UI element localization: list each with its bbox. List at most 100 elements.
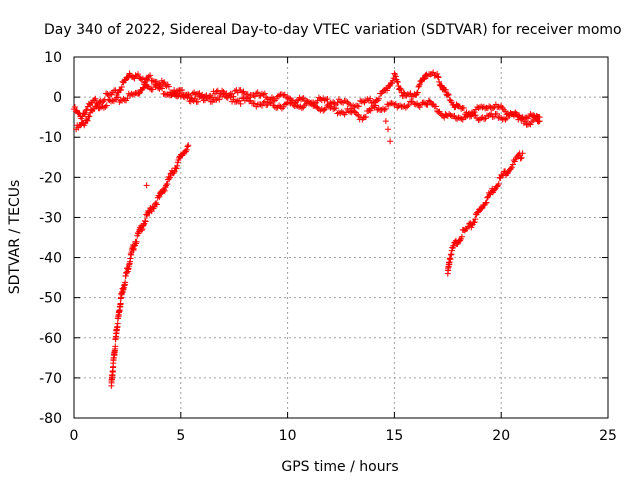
data-point	[518, 154, 525, 161]
data-point	[122, 77, 129, 84]
y-axis-label: SDTVAR / TECUs	[7, 180, 23, 295]
data-point	[334, 99, 341, 106]
data-point	[471, 219, 478, 226]
series-arc-1	[108, 142, 192, 389]
data-point	[268, 98, 275, 105]
data-point	[161, 187, 168, 194]
data-point	[436, 78, 443, 85]
data-point	[143, 212, 150, 219]
data-point	[404, 103, 411, 110]
data-point	[475, 105, 482, 112]
data-point	[102, 103, 109, 110]
data-point	[333, 105, 340, 112]
data-point	[161, 79, 168, 86]
data-point	[164, 181, 171, 188]
data-point	[442, 86, 449, 93]
data-point	[135, 71, 142, 78]
data-point	[391, 101, 398, 108]
y-tick-label: -20	[39, 170, 62, 186]
data-point	[466, 113, 473, 120]
data-point	[184, 91, 191, 98]
data-point	[183, 146, 190, 153]
y-tick-label: -70	[39, 371, 62, 387]
data-point	[138, 227, 145, 234]
data-point	[75, 110, 82, 117]
data-point	[179, 87, 186, 94]
data-point	[317, 95, 324, 102]
data-point	[405, 101, 412, 108]
data-point	[174, 162, 181, 169]
data-point	[434, 70, 441, 77]
data-point	[183, 91, 190, 98]
data-point	[482, 115, 489, 122]
data-point	[342, 109, 349, 116]
data-point	[251, 93, 258, 100]
data-point	[301, 102, 308, 109]
data-point	[71, 103, 78, 110]
y-tick-label: 10	[44, 50, 62, 66]
data-point	[124, 95, 131, 102]
data-point	[237, 100, 244, 107]
data-point	[362, 114, 369, 121]
data-point	[156, 193, 163, 200]
x-tick-label: 15	[385, 428, 403, 444]
data-point	[165, 83, 172, 90]
data-point	[432, 103, 439, 110]
data-point	[338, 108, 345, 115]
data-point	[382, 105, 389, 112]
data-point	[140, 85, 147, 92]
data-point	[297, 96, 304, 103]
data-point	[351, 108, 358, 115]
data-point	[261, 90, 268, 97]
data-point	[330, 99, 337, 106]
data-point	[254, 89, 261, 96]
data-point	[355, 103, 362, 110]
data-point	[447, 112, 454, 119]
data-point	[250, 91, 257, 98]
data-point	[231, 88, 238, 95]
data-point	[161, 90, 168, 97]
data-point	[354, 111, 361, 118]
data-point	[458, 105, 465, 112]
data-point	[536, 118, 543, 125]
data-point	[460, 105, 467, 112]
data-point	[139, 75, 146, 82]
data-point	[478, 205, 485, 212]
data-point	[400, 89, 407, 96]
data-point	[140, 84, 147, 91]
data-point	[294, 102, 301, 109]
chart-title: Day 340 of 2022, Sidereal Day-to-day VTE…	[44, 22, 622, 38]
y-tick-label: 0	[53, 90, 62, 106]
data-point	[166, 174, 173, 181]
series-band-lower	[73, 72, 543, 133]
data-point	[392, 73, 399, 80]
data-point	[342, 98, 349, 105]
data-point	[397, 85, 404, 92]
data-point	[519, 150, 526, 157]
data-point	[117, 300, 124, 307]
data-point	[192, 95, 199, 102]
data-point	[290, 102, 297, 109]
data-point	[481, 116, 488, 123]
data-point	[99, 103, 106, 110]
y-tick-label: -50	[39, 291, 62, 307]
data-point	[421, 75, 428, 82]
data-point	[122, 279, 129, 286]
x-tick-label: 25	[599, 428, 617, 444]
data-point	[251, 100, 258, 107]
data-point	[389, 77, 396, 84]
data-point	[527, 111, 534, 118]
series-outliers	[143, 118, 394, 189]
data-point	[384, 126, 391, 133]
data-point	[153, 201, 160, 208]
data-point	[305, 100, 312, 107]
data-point	[138, 76, 145, 83]
data-point	[472, 112, 479, 119]
data-point	[219, 87, 226, 94]
data-point	[466, 220, 473, 227]
data-point	[173, 165, 180, 172]
data-point	[355, 112, 362, 119]
data-point	[513, 111, 520, 118]
data-point	[117, 86, 124, 93]
data-point	[507, 165, 514, 172]
